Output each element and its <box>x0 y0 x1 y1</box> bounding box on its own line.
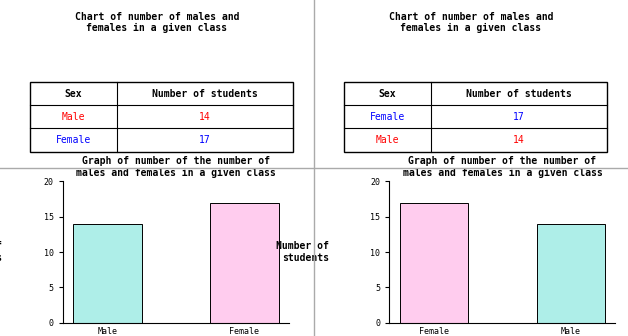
Text: Sex: Sex <box>65 89 82 99</box>
Text: Female: Female <box>370 112 405 122</box>
Text: 14: 14 <box>199 112 210 122</box>
Bar <box>399 203 468 323</box>
Text: Male: Male <box>62 112 85 122</box>
Y-axis label: Number of
students: Number of students <box>276 241 328 263</box>
Bar <box>73 224 141 323</box>
Text: Number of students: Number of students <box>466 89 571 99</box>
Text: Male: Male <box>376 135 399 145</box>
Bar <box>537 224 605 323</box>
Bar <box>344 82 607 152</box>
Bar <box>210 203 279 323</box>
Bar <box>30 82 293 152</box>
Text: Female: Female <box>56 135 91 145</box>
Title: Graph of number of the number of
males and females in a given class: Graph of number of the number of males a… <box>403 156 602 178</box>
Text: 17: 17 <box>199 135 210 145</box>
Text: Number of students: Number of students <box>152 89 257 99</box>
Y-axis label: Number of
students: Number of students <box>0 241 2 263</box>
Text: Chart of number of males and
females in a given class: Chart of number of males and females in … <box>75 11 239 33</box>
Title: Graph of number of the number of
males and females in a given class: Graph of number of the number of males a… <box>76 156 276 178</box>
Text: 14: 14 <box>513 135 524 145</box>
Text: 17: 17 <box>513 112 524 122</box>
Text: Sex: Sex <box>379 89 396 99</box>
Text: Chart of number of males and
females in a given class: Chart of number of males and females in … <box>389 11 553 33</box>
